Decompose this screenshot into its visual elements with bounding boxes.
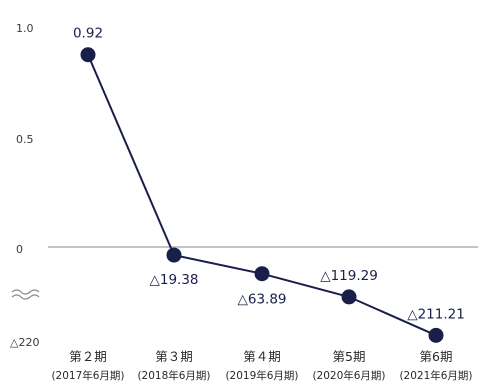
data-point bbox=[428, 327, 444, 343]
data-label: △19.38 bbox=[149, 272, 198, 288]
y-tick-label: 0.5 bbox=[16, 133, 34, 146]
data-label: △119.29 bbox=[320, 268, 378, 284]
data-point bbox=[80, 47, 96, 63]
x-category-period: (2019年6月期) bbox=[225, 369, 298, 382]
data-label: △63.89 bbox=[237, 292, 286, 308]
data-point bbox=[166, 247, 182, 263]
data-label: 0.92 bbox=[73, 26, 103, 42]
x-category-label: 第２期 bbox=[69, 349, 107, 364]
x-category-period: (2020年6月期) bbox=[312, 369, 385, 382]
x-category-period: (2021年6月期) bbox=[399, 369, 472, 382]
y-tick-label: 1.0 bbox=[16, 22, 34, 35]
x-axis-categories: 第２期 (2017年6月期) 第３期 (2018年6月期) 第４期 (2019年6月期) 第… bbox=[51, 349, 472, 382]
x-category-period: (2018年6月期) bbox=[137, 369, 210, 382]
x-category-label: 第４期 bbox=[243, 349, 281, 364]
y-tick-label: 0 bbox=[16, 243, 23, 256]
data-point bbox=[254, 266, 270, 282]
series-line bbox=[80, 47, 444, 343]
y-tick-label: △220 bbox=[10, 336, 39, 349]
x-category-period: (2017年6月期) bbox=[51, 369, 124, 382]
data-point bbox=[341, 289, 357, 305]
data-labels: 0.92 △19.38 △63.89 △119.29 △211.21 bbox=[73, 26, 465, 323]
axes: 1.0 0.5 0 △220 bbox=[10, 22, 478, 349]
data-label: △211.21 bbox=[407, 306, 465, 322]
x-category-label: 第３期 bbox=[155, 349, 193, 364]
axis-break-icon bbox=[11, 289, 40, 300]
x-category-label: 第6期 bbox=[420, 349, 453, 364]
x-category-label: 第5期 bbox=[333, 349, 366, 364]
